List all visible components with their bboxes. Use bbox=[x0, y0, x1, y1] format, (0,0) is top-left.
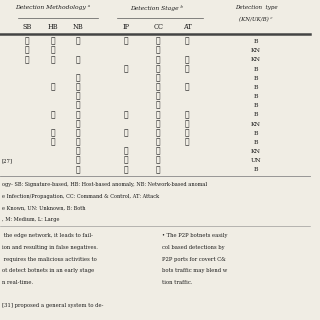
Text: B: B bbox=[254, 167, 258, 172]
Text: B: B bbox=[254, 140, 258, 145]
Text: ✓: ✓ bbox=[156, 157, 161, 165]
Text: ✓: ✓ bbox=[185, 120, 189, 128]
Text: ot detect botnets in an early stage: ot detect botnets in an early stage bbox=[2, 268, 94, 273]
Text: ✓: ✓ bbox=[156, 102, 161, 110]
Text: the edge network, it leads to fail-: the edge network, it leads to fail- bbox=[2, 233, 92, 238]
Text: B: B bbox=[254, 94, 258, 99]
Text: ✓: ✓ bbox=[156, 120, 161, 128]
Text: IP: IP bbox=[123, 23, 130, 31]
Text: ✓: ✓ bbox=[25, 56, 29, 64]
Text: ✓: ✓ bbox=[51, 111, 55, 119]
Text: KN: KN bbox=[251, 58, 261, 62]
Text: ✓: ✓ bbox=[156, 92, 161, 100]
Text: ✓: ✓ bbox=[76, 139, 81, 147]
Text: ✓: ✓ bbox=[156, 84, 161, 92]
Text: ✓: ✓ bbox=[76, 56, 81, 64]
Text: ✓: ✓ bbox=[76, 157, 81, 165]
Text: ✓: ✓ bbox=[51, 129, 55, 137]
Text: ✓: ✓ bbox=[185, 38, 189, 46]
Text: , M: Medium, L: Large: , M: Medium, L: Large bbox=[2, 217, 59, 222]
Text: B: B bbox=[254, 76, 258, 81]
Text: Detection Stage ᵇ: Detection Stage ᵇ bbox=[130, 5, 183, 12]
Text: [27]: [27] bbox=[2, 158, 12, 163]
Text: ✓: ✓ bbox=[124, 111, 129, 119]
Text: ✓: ✓ bbox=[156, 148, 161, 156]
Text: ✓: ✓ bbox=[156, 47, 161, 55]
Text: ✓: ✓ bbox=[156, 166, 161, 174]
Text: ✓: ✓ bbox=[156, 139, 161, 147]
Text: B: B bbox=[254, 67, 258, 72]
Text: ✓: ✓ bbox=[124, 157, 129, 165]
Text: ion and resulting in false negatives.: ion and resulting in false negatives. bbox=[2, 245, 98, 250]
Text: requires the malicious activities to: requires the malicious activities to bbox=[2, 257, 96, 261]
Text: UN: UN bbox=[251, 158, 261, 163]
Text: ✓: ✓ bbox=[156, 111, 161, 119]
Text: ✓: ✓ bbox=[124, 129, 129, 137]
Text: ✓: ✓ bbox=[76, 38, 81, 46]
Text: KN: KN bbox=[251, 48, 261, 53]
Text: ✓: ✓ bbox=[25, 38, 29, 46]
Text: SB: SB bbox=[22, 23, 32, 31]
Text: ✓: ✓ bbox=[185, 84, 189, 92]
Text: CC: CC bbox=[153, 23, 164, 31]
Text: ✓: ✓ bbox=[156, 74, 161, 82]
Text: NB: NB bbox=[73, 23, 84, 31]
Text: ✓: ✓ bbox=[76, 148, 81, 156]
Text: ✓: ✓ bbox=[156, 65, 161, 73]
Text: ✓: ✓ bbox=[76, 166, 81, 174]
Text: ✓: ✓ bbox=[185, 56, 189, 64]
Text: ✓: ✓ bbox=[156, 38, 161, 46]
Text: (KN/UK/B) ᶜ: (KN/UK/B) ᶜ bbox=[239, 17, 273, 22]
Text: ✓: ✓ bbox=[76, 92, 81, 100]
Text: ✓: ✓ bbox=[76, 84, 81, 92]
Text: ✓: ✓ bbox=[76, 111, 81, 119]
Text: n real-time.: n real-time. bbox=[2, 280, 33, 285]
Text: ✓: ✓ bbox=[76, 120, 81, 128]
Text: e Known, UN: Unknown, B: Both: e Known, UN: Unknown, B: Both bbox=[2, 205, 85, 210]
Text: ✓: ✓ bbox=[124, 148, 129, 156]
Text: ✓: ✓ bbox=[156, 129, 161, 137]
Text: ✓: ✓ bbox=[51, 84, 55, 92]
Text: AT: AT bbox=[183, 23, 192, 31]
Text: ✓: ✓ bbox=[124, 65, 129, 73]
Text: tion traffic.: tion traffic. bbox=[162, 280, 192, 285]
Text: ✓: ✓ bbox=[124, 38, 129, 46]
Text: ✓: ✓ bbox=[51, 56, 55, 64]
Text: B: B bbox=[254, 85, 258, 90]
Text: KN: KN bbox=[251, 122, 261, 127]
Text: KN: KN bbox=[251, 149, 261, 154]
Text: ✓: ✓ bbox=[51, 47, 55, 55]
Text: ✓: ✓ bbox=[76, 129, 81, 137]
Text: B: B bbox=[254, 131, 258, 136]
Text: ogy- SB: Signature-based, HB: Host-based anomaly, NB: Network-based anomal: ogy- SB: Signature-based, HB: Host-based… bbox=[2, 182, 207, 187]
Text: ✓: ✓ bbox=[156, 56, 161, 64]
Text: ✓: ✓ bbox=[51, 38, 55, 46]
Text: Detection Methodology ᵃ: Detection Methodology ᵃ bbox=[15, 5, 90, 11]
Text: ✓: ✓ bbox=[185, 111, 189, 119]
Text: ✓: ✓ bbox=[185, 139, 189, 147]
Text: e Infection/Propagation, CC: Command & Control, AT: Attack: e Infection/Propagation, CC: Command & C… bbox=[2, 194, 159, 199]
Text: ✓: ✓ bbox=[124, 166, 129, 174]
Text: ✓: ✓ bbox=[25, 47, 29, 55]
Text: bots traffic may blend w: bots traffic may blend w bbox=[162, 268, 227, 273]
Text: col based detections by: col based detections by bbox=[162, 245, 224, 250]
Text: ✓: ✓ bbox=[185, 65, 189, 73]
Text: ✓: ✓ bbox=[51, 139, 55, 147]
Text: P2P ports for covert C&: P2P ports for covert C& bbox=[162, 257, 226, 261]
Text: B: B bbox=[254, 39, 258, 44]
Text: Detection  type: Detection type bbox=[235, 5, 277, 11]
Text: ✓: ✓ bbox=[76, 102, 81, 110]
Text: B: B bbox=[254, 112, 258, 117]
Text: ✓: ✓ bbox=[185, 129, 189, 137]
Text: HB: HB bbox=[47, 23, 58, 31]
Text: [31] proposed a general system to de-: [31] proposed a general system to de- bbox=[2, 303, 103, 308]
Text: ✓: ✓ bbox=[76, 74, 81, 82]
Text: • The P2P botnets easily: • The P2P botnets easily bbox=[162, 233, 227, 238]
Text: B: B bbox=[254, 103, 258, 108]
